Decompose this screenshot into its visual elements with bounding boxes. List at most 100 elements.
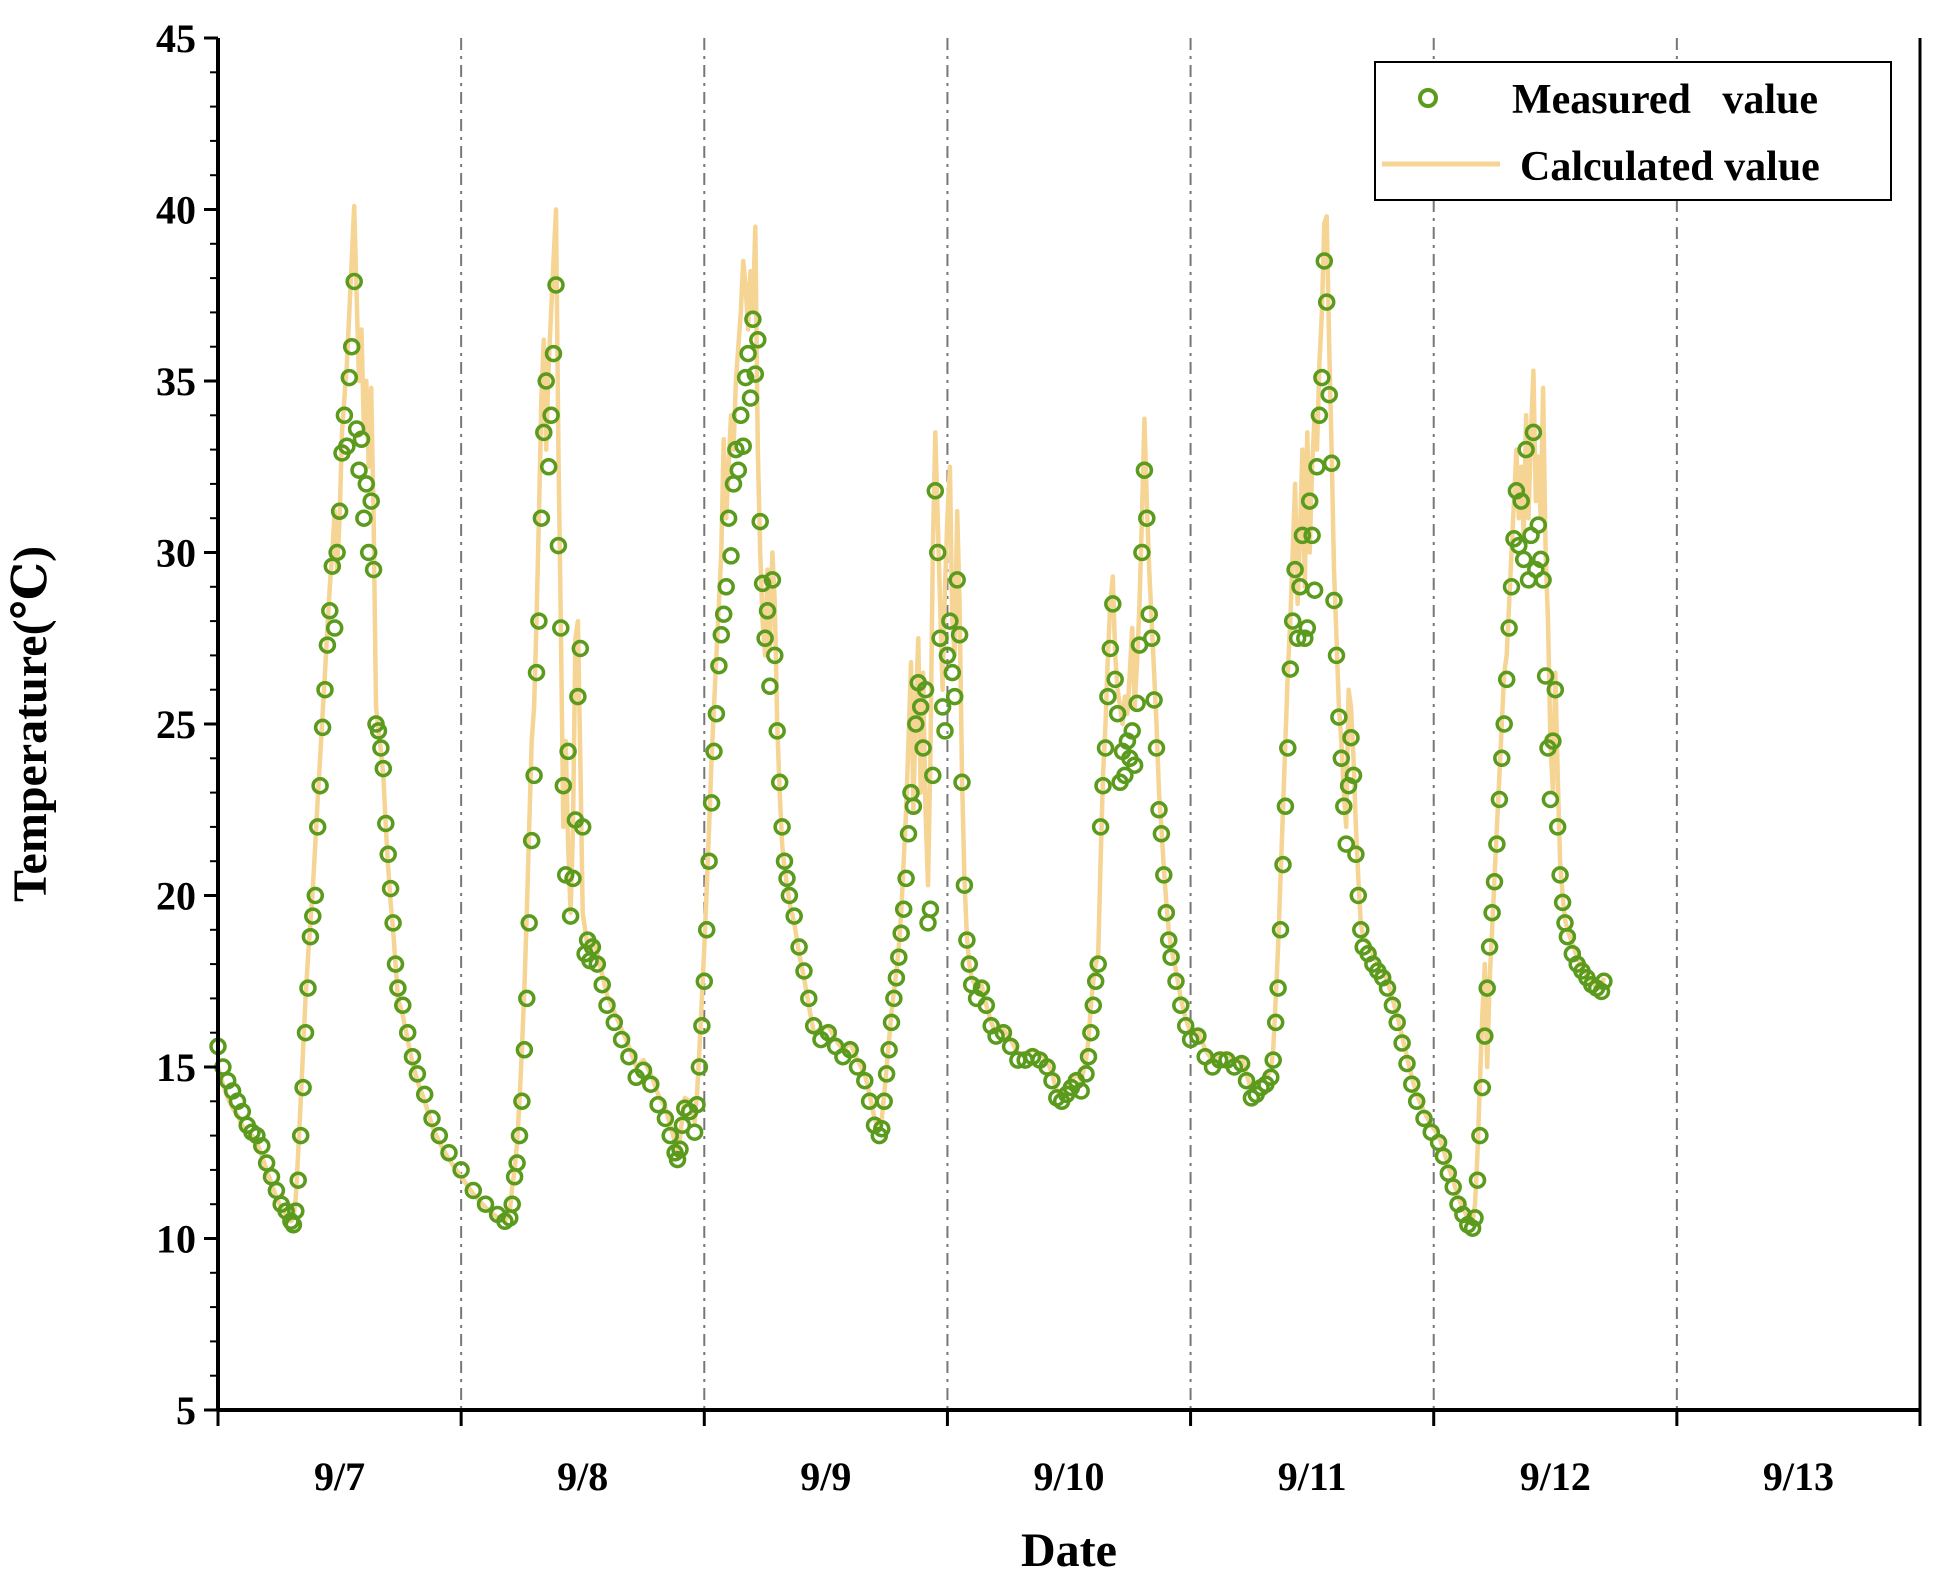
measured-point: [1407, 1092, 1426, 1111]
measured-point: [311, 776, 329, 795]
y-tick-label: 5: [176, 1388, 196, 1433]
calculated-series: [215, 203, 1607, 1224]
measured-point: [972, 979, 991, 997]
legend-box: [1374, 61, 1892, 201]
measured-point: [1488, 835, 1506, 853]
measured-point: [1320, 385, 1338, 404]
measured-point: [907, 715, 925, 733]
x-tick-label: 9/8: [557, 1454, 608, 1499]
measured-point: [352, 430, 371, 449]
x-tick-label: 9/10: [1033, 1454, 1104, 1499]
measured-point: [950, 626, 969, 644]
measured-point: [1434, 1147, 1453, 1165]
measured-point: [573, 818, 592, 836]
measured-point: [384, 914, 402, 932]
measured-point: [299, 979, 317, 997]
measured-point: [1544, 732, 1562, 750]
measured-point: [1415, 1109, 1433, 1128]
measured-point: [386, 955, 405, 973]
measured-point: [1293, 526, 1312, 545]
measured-point: [1483, 903, 1501, 922]
measured-point: [321, 602, 339, 620]
measured-point: [1595, 972, 1613, 991]
measured-point: [1108, 704, 1127, 723]
measured-point: [766, 646, 784, 665]
measured-point: [1296, 629, 1314, 648]
measured-point: [960, 955, 979, 973]
measured-point: [1378, 979, 1397, 997]
x-tick-label: 9/13: [1763, 1454, 1834, 1499]
measured-point: [1517, 440, 1535, 459]
measured-point: [1271, 921, 1290, 939]
measured-point: [530, 612, 548, 630]
measured-point: [710, 656, 728, 675]
measured-point: [1237, 1071, 1256, 1090]
measured-point: [291, 1126, 310, 1145]
measured-point: [527, 663, 546, 682]
measured-point: [1157, 903, 1176, 922]
measured-point: [1531, 550, 1550, 569]
measured-point: [911, 698, 930, 716]
measured-point: [916, 680, 935, 699]
measured-point: [714, 605, 733, 623]
measured-point: [1548, 818, 1567, 836]
measured-point: [948, 571, 966, 589]
measured-point: [938, 646, 957, 665]
measured-point: [1072, 1082, 1090, 1100]
measured-point: [1471, 1126, 1489, 1145]
measured-point: [756, 629, 774, 648]
measured-point: [308, 818, 327, 836]
measured-point: [1106, 670, 1124, 689]
measured-point: [340, 368, 359, 387]
measured-point: [369, 722, 388, 740]
measured-point: [379, 845, 397, 864]
measured-point: [1493, 749, 1511, 768]
measured-point: [1347, 845, 1365, 864]
measured-point: [1082, 1023, 1100, 1042]
measured-point: [1512, 492, 1530, 510]
measured-point: [547, 276, 565, 294]
measured-point: [734, 437, 752, 455]
measured-point: [289, 1171, 307, 1189]
measured-point: [1310, 406, 1329, 425]
measured-point: [1553, 893, 1572, 912]
measured-point: [717, 578, 735, 596]
measured-point: [945, 687, 964, 706]
measured-point: [785, 907, 803, 925]
measured-point: [1468, 1171, 1487, 1189]
x-axis-ticks: 9/7 9/8 9/9 9/10 9/11 9/12 9/13: [216, 1410, 1922, 1499]
measured-point: [287, 1202, 305, 1220]
measured-point: [1279, 739, 1297, 757]
measured-point: [690, 1058, 709, 1076]
measured-point: [693, 1017, 711, 1035]
measured-point: [1091, 818, 1110, 836]
measured-point: [542, 406, 560, 425]
measured-point: [736, 368, 755, 387]
measured-point: [559, 742, 577, 761]
y-tick-label: 30: [156, 531, 196, 576]
measured-point: [1094, 776, 1112, 795]
measured-point: [841, 1041, 859, 1059]
measured-point: [697, 921, 716, 939]
measured-point: [887, 969, 906, 987]
measured-point: [374, 759, 393, 778]
measured-point: [761, 677, 779, 696]
measured-point: [1274, 855, 1292, 874]
measured-point: [1264, 1051, 1282, 1069]
measured-point: [381, 879, 400, 898]
y-tick-label: 40: [156, 188, 196, 233]
measured-point: [1043, 1071, 1061, 1090]
measured-point: [1096, 739, 1115, 757]
measured-point: [1138, 509, 1156, 527]
measured-point: [661, 1126, 679, 1145]
calculated-value-line: [215, 203, 1607, 1224]
measured-point: [722, 547, 740, 565]
measured-point: [926, 482, 945, 500]
measured-point: [525, 766, 543, 785]
legend: Measured value Calculated value: [1374, 61, 1892, 201]
measured-point: [345, 272, 363, 291]
measured-point: [1317, 293, 1336, 311]
measured-point: [790, 938, 808, 956]
measured-point: [350, 461, 368, 479]
measured-point: [561, 907, 580, 925]
